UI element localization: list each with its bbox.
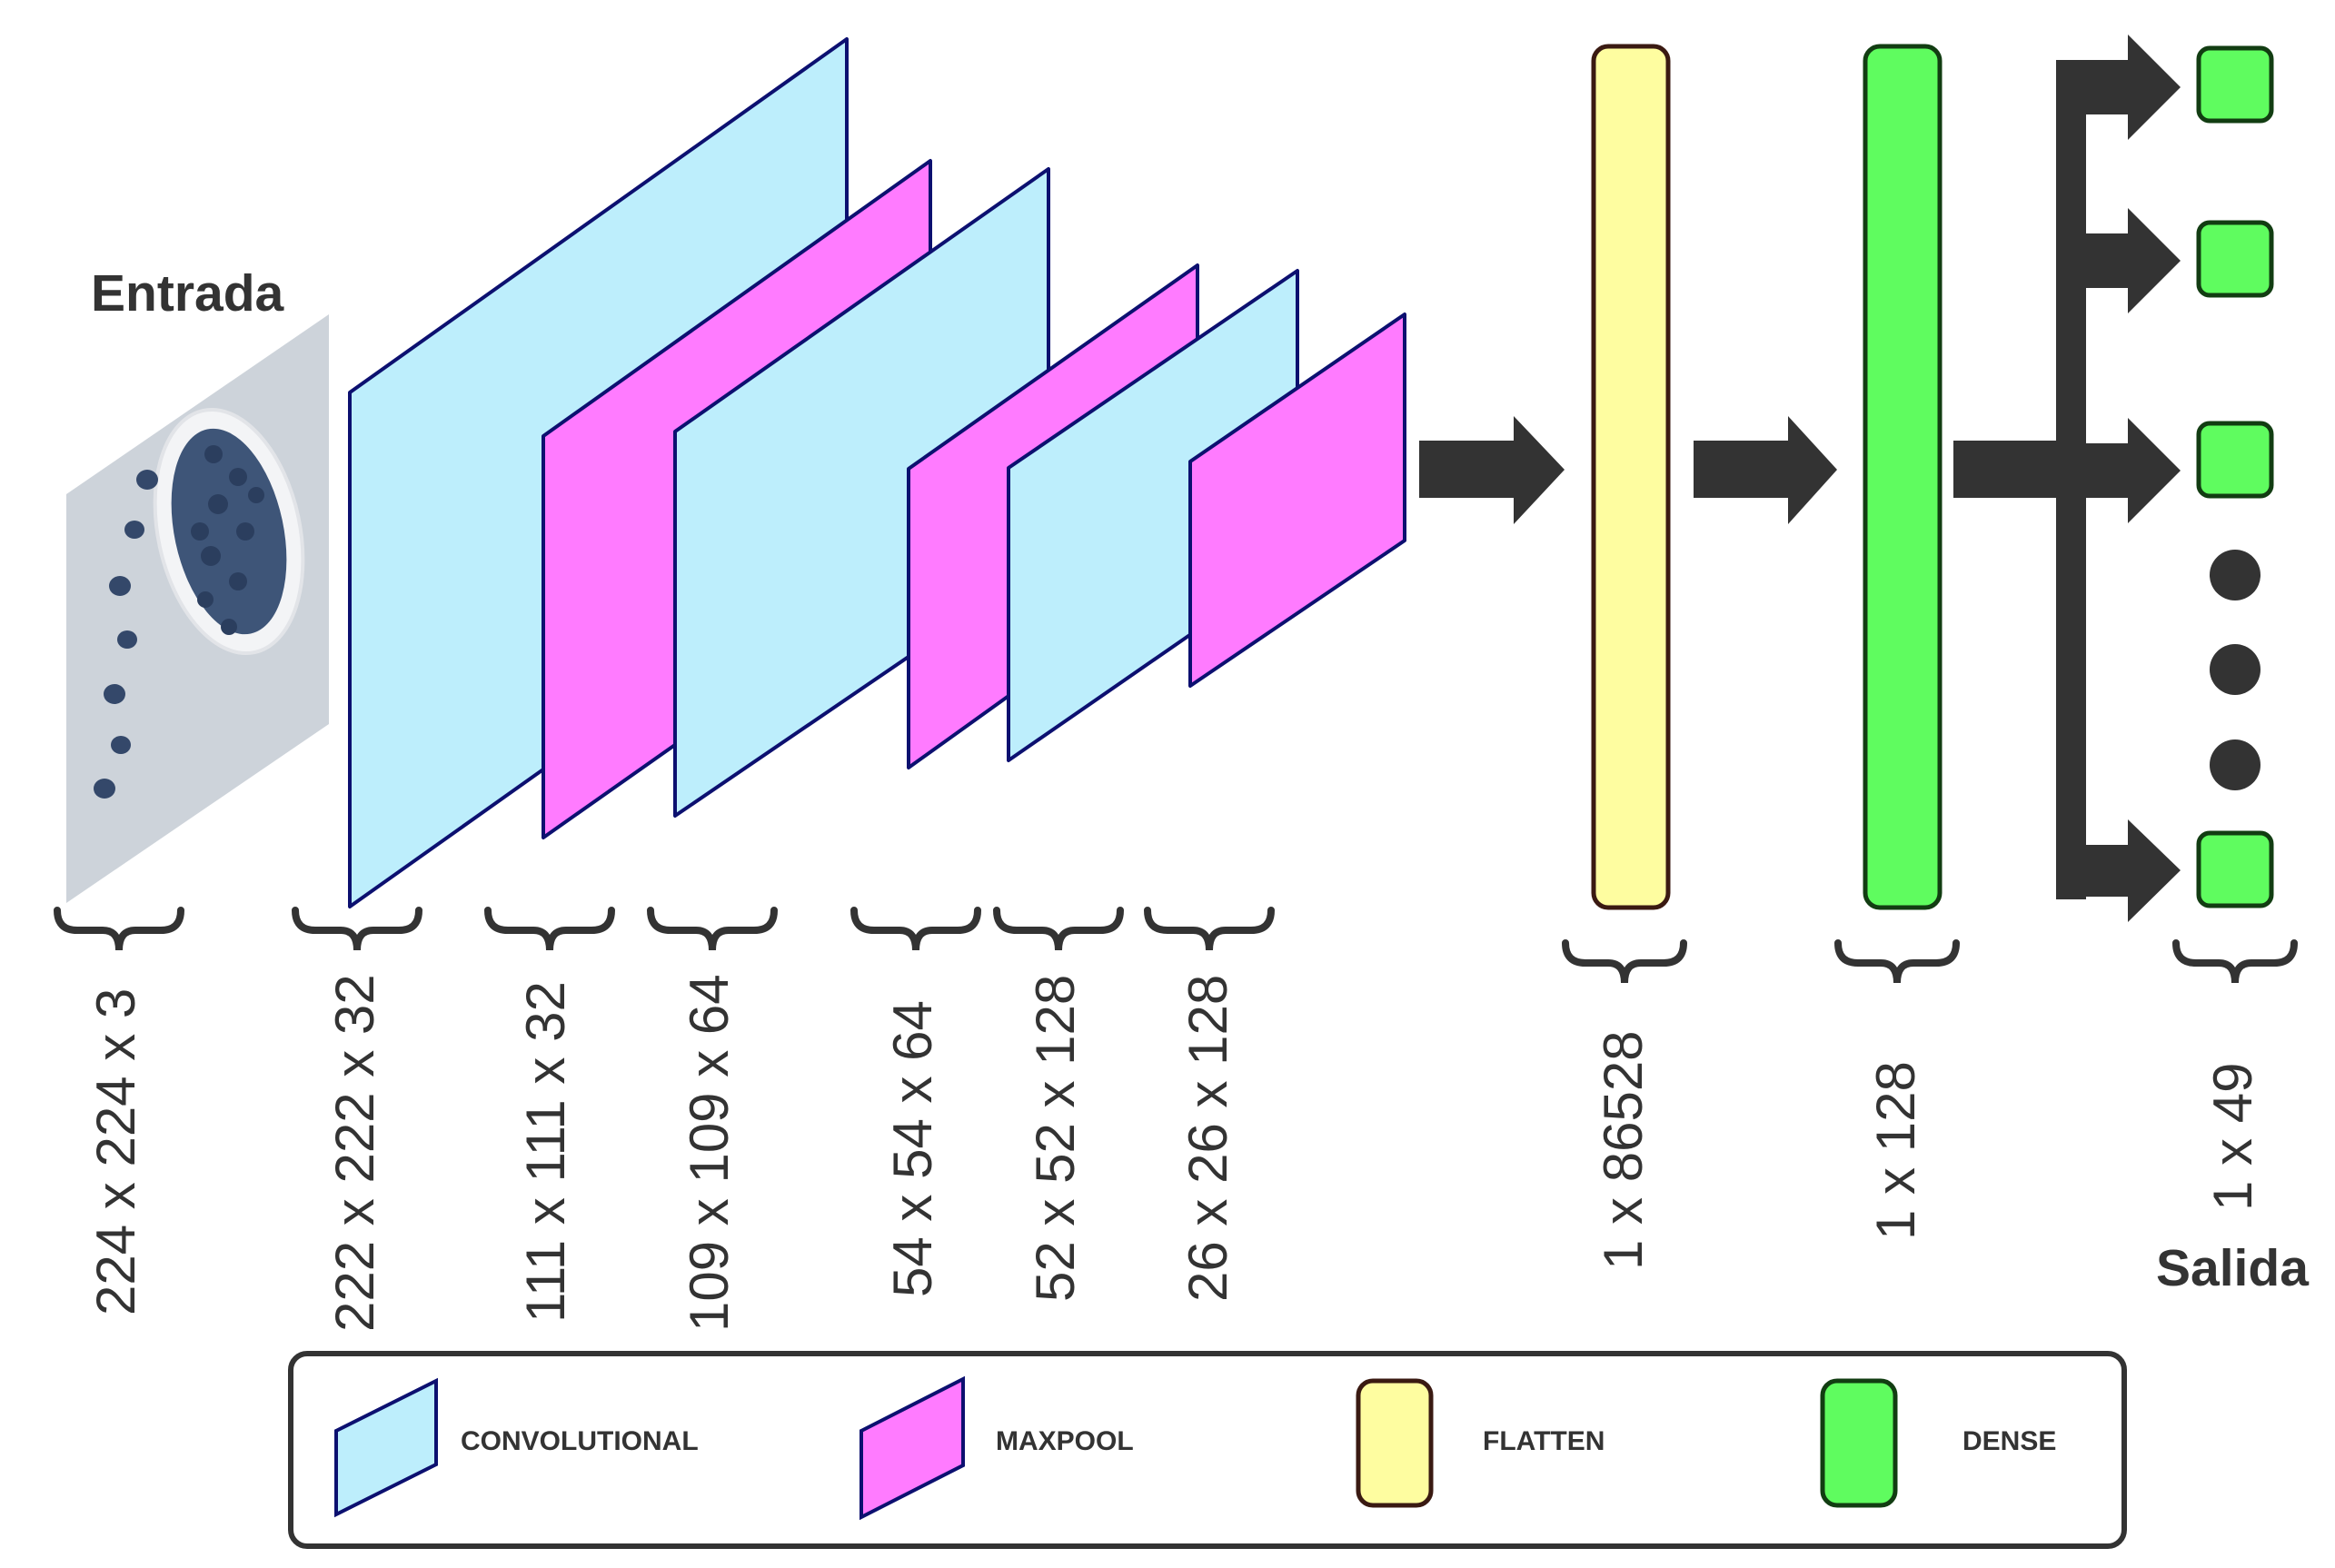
legend-conv-swatch	[334, 1377, 438, 1518]
brace-input	[54, 907, 184, 951]
arrow-to-output-fanout	[1953, 441, 2070, 498]
dense-layer	[1863, 44, 1943, 910]
dim-label-conv3: 52 x 52 x 128	[1025, 975, 1086, 1302]
dim-label-pool3: 26 x 26 x 128	[1177, 975, 1238, 1302]
output-node-1	[2196, 45, 2274, 124]
legend-conv-label: CONVOLUTIONAL	[461, 1426, 699, 1456]
brace-pool2	[850, 907, 981, 951]
arrow-to-flatten	[1419, 416, 1565, 524]
legend-flatten-swatch	[1356, 1378, 1434, 1508]
dim-label-output: 1 x 49	[2202, 1063, 2263, 1211]
brace-flatten	[1562, 939, 1687, 984]
dim-label-conv1: 222 x 222 x 32	[324, 974, 385, 1332]
legend-pool-label: MAXPOOL	[996, 1426, 1134, 1456]
legend-flatten-label: FLATTEN	[1483, 1426, 1605, 1456]
brace-conv1	[292, 907, 422, 951]
input-image	[66, 314, 329, 903]
flatten-layer	[1591, 44, 1671, 910]
output-title: Salida	[2156, 1239, 2310, 1297]
brace-output	[2172, 939, 2298, 984]
arrow-to-output-2	[2056, 208, 2181, 313]
ellipsis-dot-2	[2210, 644, 2260, 695]
output-node-4	[2196, 830, 2274, 908]
brace-conv2	[647, 907, 778, 951]
brace-dense	[1834, 939, 1960, 984]
dim-label-pool1: 111 x 111 x 32	[515, 981, 576, 1323]
legend-dense-label: DENSE	[1962, 1426, 2056, 1456]
brace-conv3	[993, 907, 1124, 951]
arrow-to-dense	[1694, 416, 1837, 524]
dim-label-conv2: 109 x 109 x 64	[679, 974, 740, 1332]
dim-label-input: 224 x 224 x 3	[85, 988, 146, 1315]
ellipsis-dot-3	[2210, 739, 2260, 790]
arrow-to-output-4	[2056, 819, 2181, 922]
brace-pool3	[1144, 907, 1275, 951]
dim-label-pool2: 54 x 54 x 64	[882, 1000, 943, 1297]
legend: CONVOLUTIONAL MAXPOOL FLATTEN DENSE	[288, 1351, 2127, 1549]
legend-pool-swatch	[859, 1375, 965, 1521]
legend-box	[288, 1351, 2127, 1549]
dim-label-dense: 1 x 128	[1865, 1061, 1926, 1240]
arrow-to-output-3	[2056, 418, 2181, 523]
dimension-braces	[54, 907, 2298, 984]
ellipsis-dot-1	[2210, 550, 2260, 600]
output-node-3	[2196, 421, 2274, 499]
maxpool-layer-3	[1188, 313, 1406, 688]
dim-label-flatten: 1 x 86528	[1593, 1030, 1654, 1270]
legend-dense-swatch	[1820, 1378, 1898, 1508]
output-node-2	[2196, 220, 2274, 298]
brace-pool1	[484, 907, 615, 951]
arrow-to-output-1	[2056, 35, 2181, 140]
input-title: Entrada	[91, 264, 285, 323]
